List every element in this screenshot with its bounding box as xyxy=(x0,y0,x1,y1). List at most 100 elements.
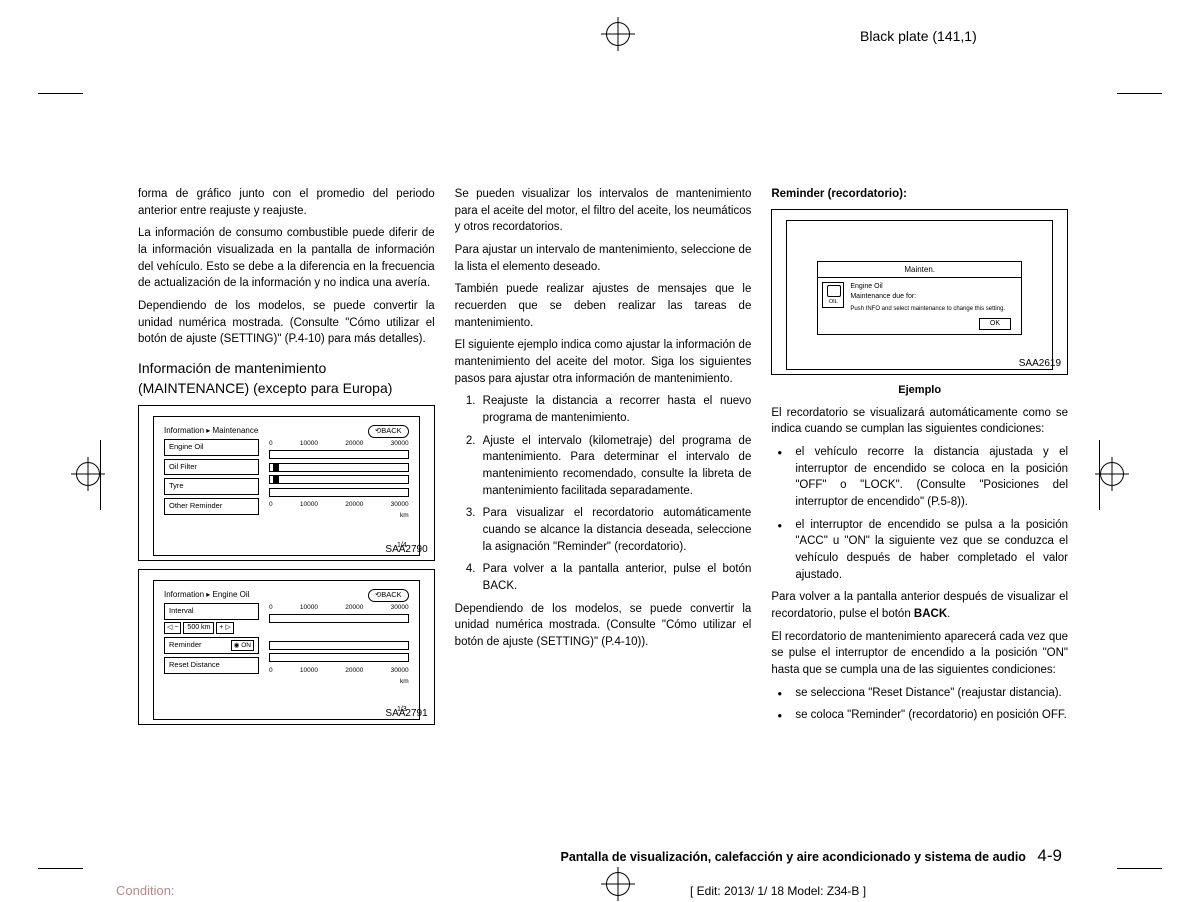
list-item: Para visualizar el recordatorio automáti… xyxy=(479,505,752,555)
bar xyxy=(269,641,409,650)
list-item: Para volver a la pantalla anterior, puls… xyxy=(479,561,752,594)
registration-mark xyxy=(1100,462,1124,486)
bar xyxy=(269,488,409,497)
paragraph: También puede realizar ajustes de mensaj… xyxy=(455,281,752,331)
breadcrumb: Information ▸ Maintenance xyxy=(164,425,258,438)
back-bold: BACK xyxy=(914,608,947,620)
plus-icon: + ▷ xyxy=(216,622,233,634)
paragraph: Dependiendo de los modelos, se puede con… xyxy=(138,298,435,348)
paragraph: El recordatorio de mantenimiento aparece… xyxy=(771,629,1068,679)
back-button: ⟲BACK xyxy=(368,589,409,602)
edit-info: [ Edit: 2013/ 1/ 18 Model: Z34-B ] xyxy=(690,884,866,898)
list-item: Reajuste la distancia a recorrer hasta e… xyxy=(479,393,752,426)
scale-tick: 10000 xyxy=(300,439,318,448)
minus-icon: ◁ − xyxy=(164,622,181,634)
maintenance-dialog: Mainten. OIL Engine Oil Maintenance due … xyxy=(817,261,1022,335)
crop-mark xyxy=(100,440,101,510)
list-item: se coloca "Reminder" (recordatorio) en p… xyxy=(771,707,1068,724)
column-3: Reminder (recordatorio): Mainten. OIL En… xyxy=(771,186,1068,733)
dialog-line: Maintenance due for: xyxy=(850,292,1005,302)
bar xyxy=(269,475,409,484)
bar-chart: 0 10000 20000 30000 0 10000 20000 xyxy=(269,439,409,521)
dialog-title: Mainten. xyxy=(818,262,1021,279)
dialog-text: Engine Oil Maintenance due for: Push INF… xyxy=(850,282,1005,313)
scale-tick: 0 xyxy=(269,666,273,675)
bar xyxy=(269,463,409,472)
scale-tick: 20000 xyxy=(345,603,363,612)
paragraph: Se pueden visualizar los intervalos de m… xyxy=(455,186,752,236)
paragraph: forma de gráfico junto con el promedio d… xyxy=(138,186,435,219)
bar xyxy=(269,614,409,623)
oil-icon: OIL xyxy=(822,282,844,308)
registration-mark xyxy=(606,872,630,896)
reminder-label: Reminder xyxy=(169,640,202,651)
scale-tick: 10000 xyxy=(300,666,318,675)
menu-item: Tyre xyxy=(164,478,259,495)
menu-list: Interval ◁ − 500 km + ▷ Reminder ◉ ON Re… xyxy=(164,603,259,687)
figure-maintenance-screen: Information ▸ Maintenance ⟲BACK Engine O… xyxy=(138,405,435,561)
scale-tick: 30000 xyxy=(391,500,409,509)
scale-tick: 0 xyxy=(269,500,273,509)
unit-label: km xyxy=(269,511,409,520)
paragraph: El recordatorio se visualizará automátic… xyxy=(771,405,1068,438)
bar-chart: 0 10000 20000 30000 0 10000 20000 xyxy=(269,603,409,687)
interval-label: Interval xyxy=(164,603,259,620)
column-1: forma de gráfico junto con el promedio d… xyxy=(138,186,435,733)
reset-distance: Reset Distance xyxy=(164,657,259,674)
crop-mark xyxy=(38,93,83,94)
interval-value: 500 km xyxy=(183,622,214,634)
ordered-list: Reajuste la distancia a recorrer hasta e… xyxy=(479,393,752,594)
scale-tick: 20000 xyxy=(345,666,363,675)
dialog-line: Push INFO and select maintenance to chan… xyxy=(850,305,1005,314)
screen-display: Mainten. OIL Engine Oil Maintenance due … xyxy=(786,220,1053,370)
scale-tick: 10000 xyxy=(300,603,318,612)
crop-mark xyxy=(38,868,83,869)
menu-item: Oil Filter xyxy=(164,459,259,476)
bullet-list: se selecciona "Reset Distance" (reajusta… xyxy=(771,685,1068,724)
list-item: Ajuste el intervalo (kilometraje) del pr… xyxy=(479,433,752,500)
interval-row: Interval ◁ − 500 km + ▷ xyxy=(164,603,259,634)
bullet-list: el vehículo recorre la distancia ajustad… xyxy=(771,444,1068,583)
figure-engine-oil-screen: Information ▸ Engine Oil ⟲BACK Interval … xyxy=(138,569,435,725)
paragraph: Para ajustar un intervalo de mantenimien… xyxy=(455,242,752,275)
crop-mark xyxy=(1117,93,1162,94)
figure-label: SAA2619 xyxy=(1019,357,1061,372)
list-item: el interruptor de encendido se pulsa a l… xyxy=(771,517,1068,584)
scale-tick: 10000 xyxy=(300,500,318,509)
section-footer: Pantalla de visualización, calefacción y… xyxy=(560,846,1062,866)
condition-label: Condition: xyxy=(116,883,175,898)
page-number: 4-9 xyxy=(1037,846,1062,865)
reminder-value: ◉ ON xyxy=(231,640,254,651)
menu-list: Engine Oil Oil Filter Tyre Other Reminde… xyxy=(164,439,259,521)
figure-label: SAA2790 xyxy=(385,543,427,558)
paragraph: El siguiente ejemplo indica como ajustar… xyxy=(455,337,752,387)
paragraph: La información de consumo combustible pu… xyxy=(138,225,435,292)
breadcrumb: Information ▸ Engine Oil xyxy=(164,589,249,602)
figure-caption: Ejemplo xyxy=(771,383,1068,399)
list-item: se selecciona "Reset Distance" (reajusta… xyxy=(771,685,1068,702)
paragraph: Dependiendo de los modelos, se puede con… xyxy=(455,601,752,651)
dialog-line: Engine Oil xyxy=(850,282,1005,292)
text: . xyxy=(947,608,950,620)
bar xyxy=(269,450,409,459)
screen-display: Information ▸ Engine Oil ⟲BACK Interval … xyxy=(153,580,420,720)
scale-tick: 0 xyxy=(269,603,273,612)
scale-tick: 20000 xyxy=(345,439,363,448)
scale-tick: 30000 xyxy=(391,603,409,612)
reminder-row: Reminder ◉ ON xyxy=(164,637,259,654)
menu-item: Other Reminder xyxy=(164,498,259,515)
section-name: Pantalla de visualización, calefacción y… xyxy=(560,850,1025,864)
bar xyxy=(269,653,409,662)
unit-label: km xyxy=(269,677,409,686)
screen-display: Information ▸ Maintenance ⟲BACK Engine O… xyxy=(153,416,420,556)
registration-mark xyxy=(606,22,630,46)
menu-item: Engine Oil xyxy=(164,439,259,456)
scale-tick: 20000 xyxy=(345,500,363,509)
paragraph: Para volver a la pantalla anterior despu… xyxy=(771,589,1068,622)
list-item: el vehículo recorre la distancia ajustad… xyxy=(771,444,1068,511)
heading-reminder: Reminder (recordatorio): xyxy=(771,186,1068,203)
ok-button: OK xyxy=(979,318,1011,330)
plate-label: Black plate (141,1) xyxy=(860,28,977,44)
scale-tick: 30000 xyxy=(391,439,409,448)
crop-mark xyxy=(1117,868,1162,869)
